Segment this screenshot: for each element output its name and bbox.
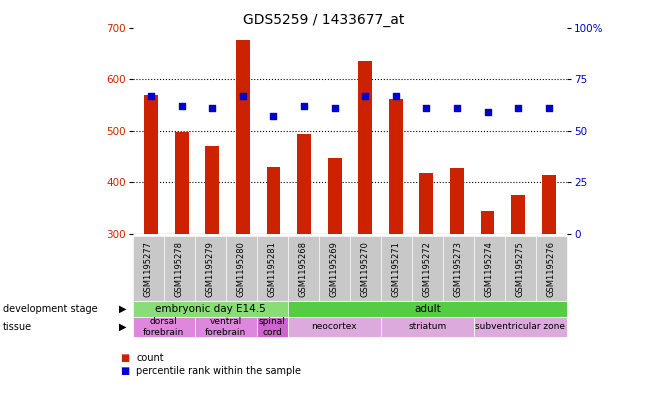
Text: ventral
forebrain: ventral forebrain xyxy=(205,317,246,337)
Text: GSM1195278: GSM1195278 xyxy=(175,241,184,297)
Bar xyxy=(419,173,434,234)
Text: ▶: ▶ xyxy=(119,322,127,332)
Text: spinal
cord: spinal cord xyxy=(259,317,286,337)
Text: GSM1195277: GSM1195277 xyxy=(144,241,153,297)
Text: ■: ■ xyxy=(120,353,129,363)
Bar xyxy=(450,168,464,234)
Point xyxy=(238,92,248,99)
Text: GSM1195281: GSM1195281 xyxy=(268,241,277,297)
Text: GSM1195276: GSM1195276 xyxy=(547,241,556,297)
Text: embryonic day E14.5: embryonic day E14.5 xyxy=(155,304,266,314)
Bar xyxy=(511,195,525,234)
Text: GSM1195270: GSM1195270 xyxy=(361,241,370,297)
Text: subventricular zone: subventricular zone xyxy=(476,323,566,331)
Point xyxy=(268,113,279,119)
Text: GSM1195269: GSM1195269 xyxy=(330,241,339,297)
Text: GSM1195271: GSM1195271 xyxy=(392,241,401,297)
Text: GSM1195274: GSM1195274 xyxy=(485,241,494,297)
Text: adult: adult xyxy=(414,304,441,314)
Text: development stage: development stage xyxy=(3,304,98,314)
Text: GSM1195280: GSM1195280 xyxy=(237,241,246,297)
Bar xyxy=(358,61,372,234)
Text: ■: ■ xyxy=(120,366,129,376)
Point xyxy=(299,103,309,109)
Point xyxy=(146,92,156,99)
Bar xyxy=(481,211,494,234)
Text: GSM1195272: GSM1195272 xyxy=(423,241,432,297)
Point xyxy=(360,92,371,99)
Bar xyxy=(236,40,249,234)
Point xyxy=(452,105,462,111)
Text: neocortex: neocortex xyxy=(312,323,357,331)
Point xyxy=(513,105,524,111)
Text: GSM1195273: GSM1195273 xyxy=(454,241,463,297)
Point xyxy=(329,105,340,111)
Bar xyxy=(205,146,219,234)
Point xyxy=(544,105,554,111)
Bar xyxy=(266,167,281,234)
Text: GSM1195275: GSM1195275 xyxy=(516,241,525,297)
Text: GDS5259 / 1433677_at: GDS5259 / 1433677_at xyxy=(243,13,405,27)
Bar xyxy=(145,95,158,234)
Bar xyxy=(542,174,555,234)
Point xyxy=(421,105,432,111)
Text: GSM1195279: GSM1195279 xyxy=(206,241,215,297)
Point xyxy=(391,92,401,99)
Text: striatum: striatum xyxy=(408,323,446,331)
Bar xyxy=(389,99,402,234)
Point xyxy=(176,103,187,109)
Text: tissue: tissue xyxy=(3,322,32,332)
Text: count: count xyxy=(136,353,164,363)
Point xyxy=(482,109,492,115)
Bar xyxy=(297,134,311,234)
Text: percentile rank within the sample: percentile rank within the sample xyxy=(136,366,301,376)
Point xyxy=(207,105,218,111)
Bar xyxy=(328,158,341,234)
Text: ▶: ▶ xyxy=(119,304,127,314)
Text: dorsal
forebrain: dorsal forebrain xyxy=(143,317,185,337)
Bar xyxy=(175,132,189,234)
Text: GSM1195268: GSM1195268 xyxy=(299,241,308,297)
